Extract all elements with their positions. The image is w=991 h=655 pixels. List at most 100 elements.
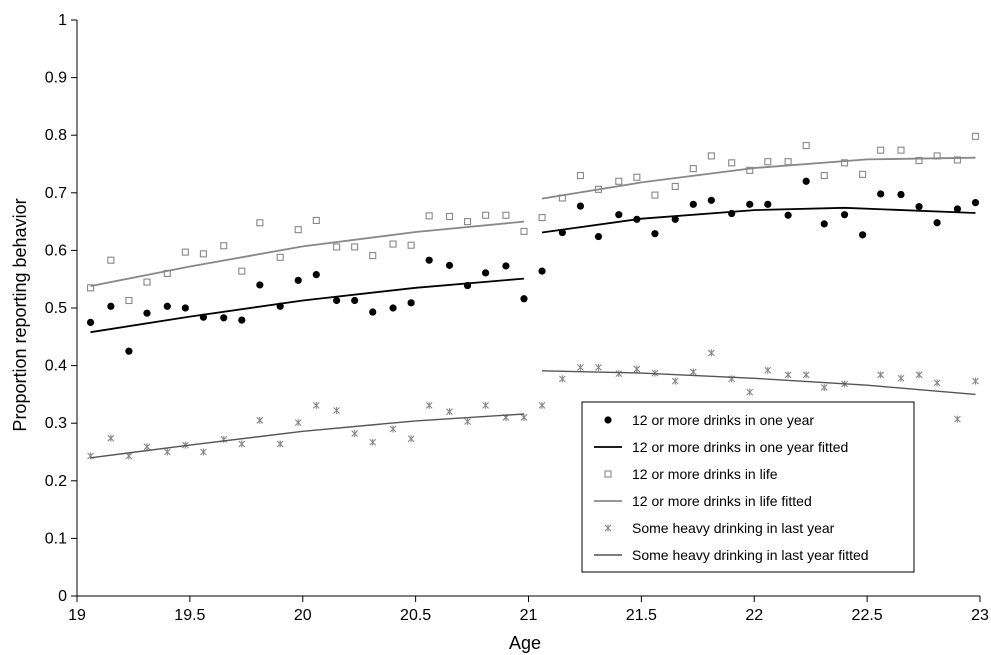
data-point	[671, 215, 679, 223]
data-point	[764, 158, 772, 166]
data-point	[294, 276, 302, 284]
data-point	[464, 417, 471, 425]
data-point	[538, 401, 546, 409]
legend-label: 12 or more drinks in life fitted	[632, 493, 812, 509]
legend-item: 12 or more drinks in one year fitted	[594, 439, 848, 455]
data-point	[256, 281, 264, 289]
data-point	[220, 314, 228, 322]
data-point	[784, 158, 792, 166]
data-point	[425, 401, 433, 409]
data-point	[107, 256, 115, 264]
series-2	[90, 206, 976, 334]
data-point	[312, 270, 320, 279]
data-point	[256, 219, 264, 227]
data-point	[351, 430, 359, 438]
data-point	[107, 434, 115, 442]
data-point	[407, 299, 415, 307]
series-5	[87, 349, 979, 460]
data-point	[445, 261, 454, 269]
y-tick-label: 0.1	[45, 530, 67, 547]
data-point	[389, 425, 397, 433]
data-point	[954, 415, 961, 423]
data-point	[482, 211, 490, 219]
data-point	[143, 278, 151, 286]
legend-label: Some heavy drinking in last year	[632, 520, 835, 536]
data-point	[764, 366, 772, 374]
data-point	[802, 142, 810, 150]
data-point	[520, 295, 528, 303]
data-point	[463, 218, 472, 226]
data-point	[897, 374, 905, 382]
data-point	[125, 296, 133, 305]
data-point	[125, 347, 133, 355]
data-point	[728, 159, 736, 167]
data-point	[820, 383, 828, 391]
data-point	[333, 407, 341, 415]
data-point	[671, 182, 679, 191]
data-point	[538, 267, 546, 275]
data-point	[389, 304, 397, 312]
legend-marker	[604, 524, 612, 532]
data-point	[558, 375, 566, 383]
y-tick-label: 0.9	[45, 70, 67, 87]
y-tick-label: 1	[58, 12, 67, 29]
data-point	[294, 419, 302, 427]
data-point	[784, 371, 792, 379]
y-axis-title: Proportion reporting behavior	[10, 198, 30, 431]
series-1	[86, 177, 980, 355]
data-point	[576, 171, 584, 180]
legend-box	[581, 401, 915, 573]
y-tick-label: 0.8	[45, 127, 67, 144]
data-point	[407, 435, 415, 443]
x-axis-title: Age	[509, 633, 541, 653]
data-point	[877, 371, 885, 379]
data-point	[971, 132, 980, 140]
legend-marker	[604, 470, 612, 478]
data-point	[577, 363, 584, 371]
y-tick-label: 0.4	[45, 358, 67, 375]
data-point	[238, 316, 246, 324]
data-point	[594, 232, 603, 241]
data-point	[256, 416, 264, 424]
data-point	[915, 203, 923, 211]
data-point	[728, 375, 736, 383]
data-point	[125, 452, 133, 460]
x-tick-label: 20	[294, 607, 312, 624]
data-point	[369, 308, 377, 316]
data-point	[651, 230, 659, 238]
data-point	[369, 438, 377, 446]
data-point	[238, 440, 246, 448]
legend-label: Some heavy drinking in last year fitted	[632, 547, 869, 563]
data-point	[933, 379, 941, 387]
data-point	[802, 371, 810, 379]
data-point	[859, 170, 867, 178]
data-point	[897, 146, 905, 154]
data-point	[746, 166, 754, 174]
data-point	[615, 211, 623, 219]
data-point	[407, 241, 415, 249]
data-point	[351, 243, 359, 251]
legend-item: Some heavy drinking in last year	[604, 520, 835, 536]
y-tick-label: 0	[58, 588, 67, 605]
data-point	[107, 302, 115, 310]
data-point	[425, 212, 433, 220]
x-tick-label: 19.5	[174, 607, 205, 624]
data-point	[877, 146, 885, 154]
data-point	[633, 365, 641, 373]
data-point	[482, 269, 490, 277]
data-point	[933, 219, 941, 227]
data-point	[802, 177, 810, 185]
data-point	[482, 401, 489, 409]
data-point	[238, 267, 246, 275]
series-3	[86, 132, 980, 305]
data-point	[615, 370, 623, 378]
legend-marker	[604, 416, 612, 424]
fitted-line	[90, 277, 525, 334]
data-point	[651, 191, 659, 199]
data-point	[671, 377, 679, 385]
data-point	[972, 377, 979, 385]
data-point	[784, 211, 792, 219]
x-tick-label: 22.5	[852, 607, 883, 624]
y-tick-label: 0.7	[45, 185, 67, 202]
data-point	[820, 220, 828, 228]
